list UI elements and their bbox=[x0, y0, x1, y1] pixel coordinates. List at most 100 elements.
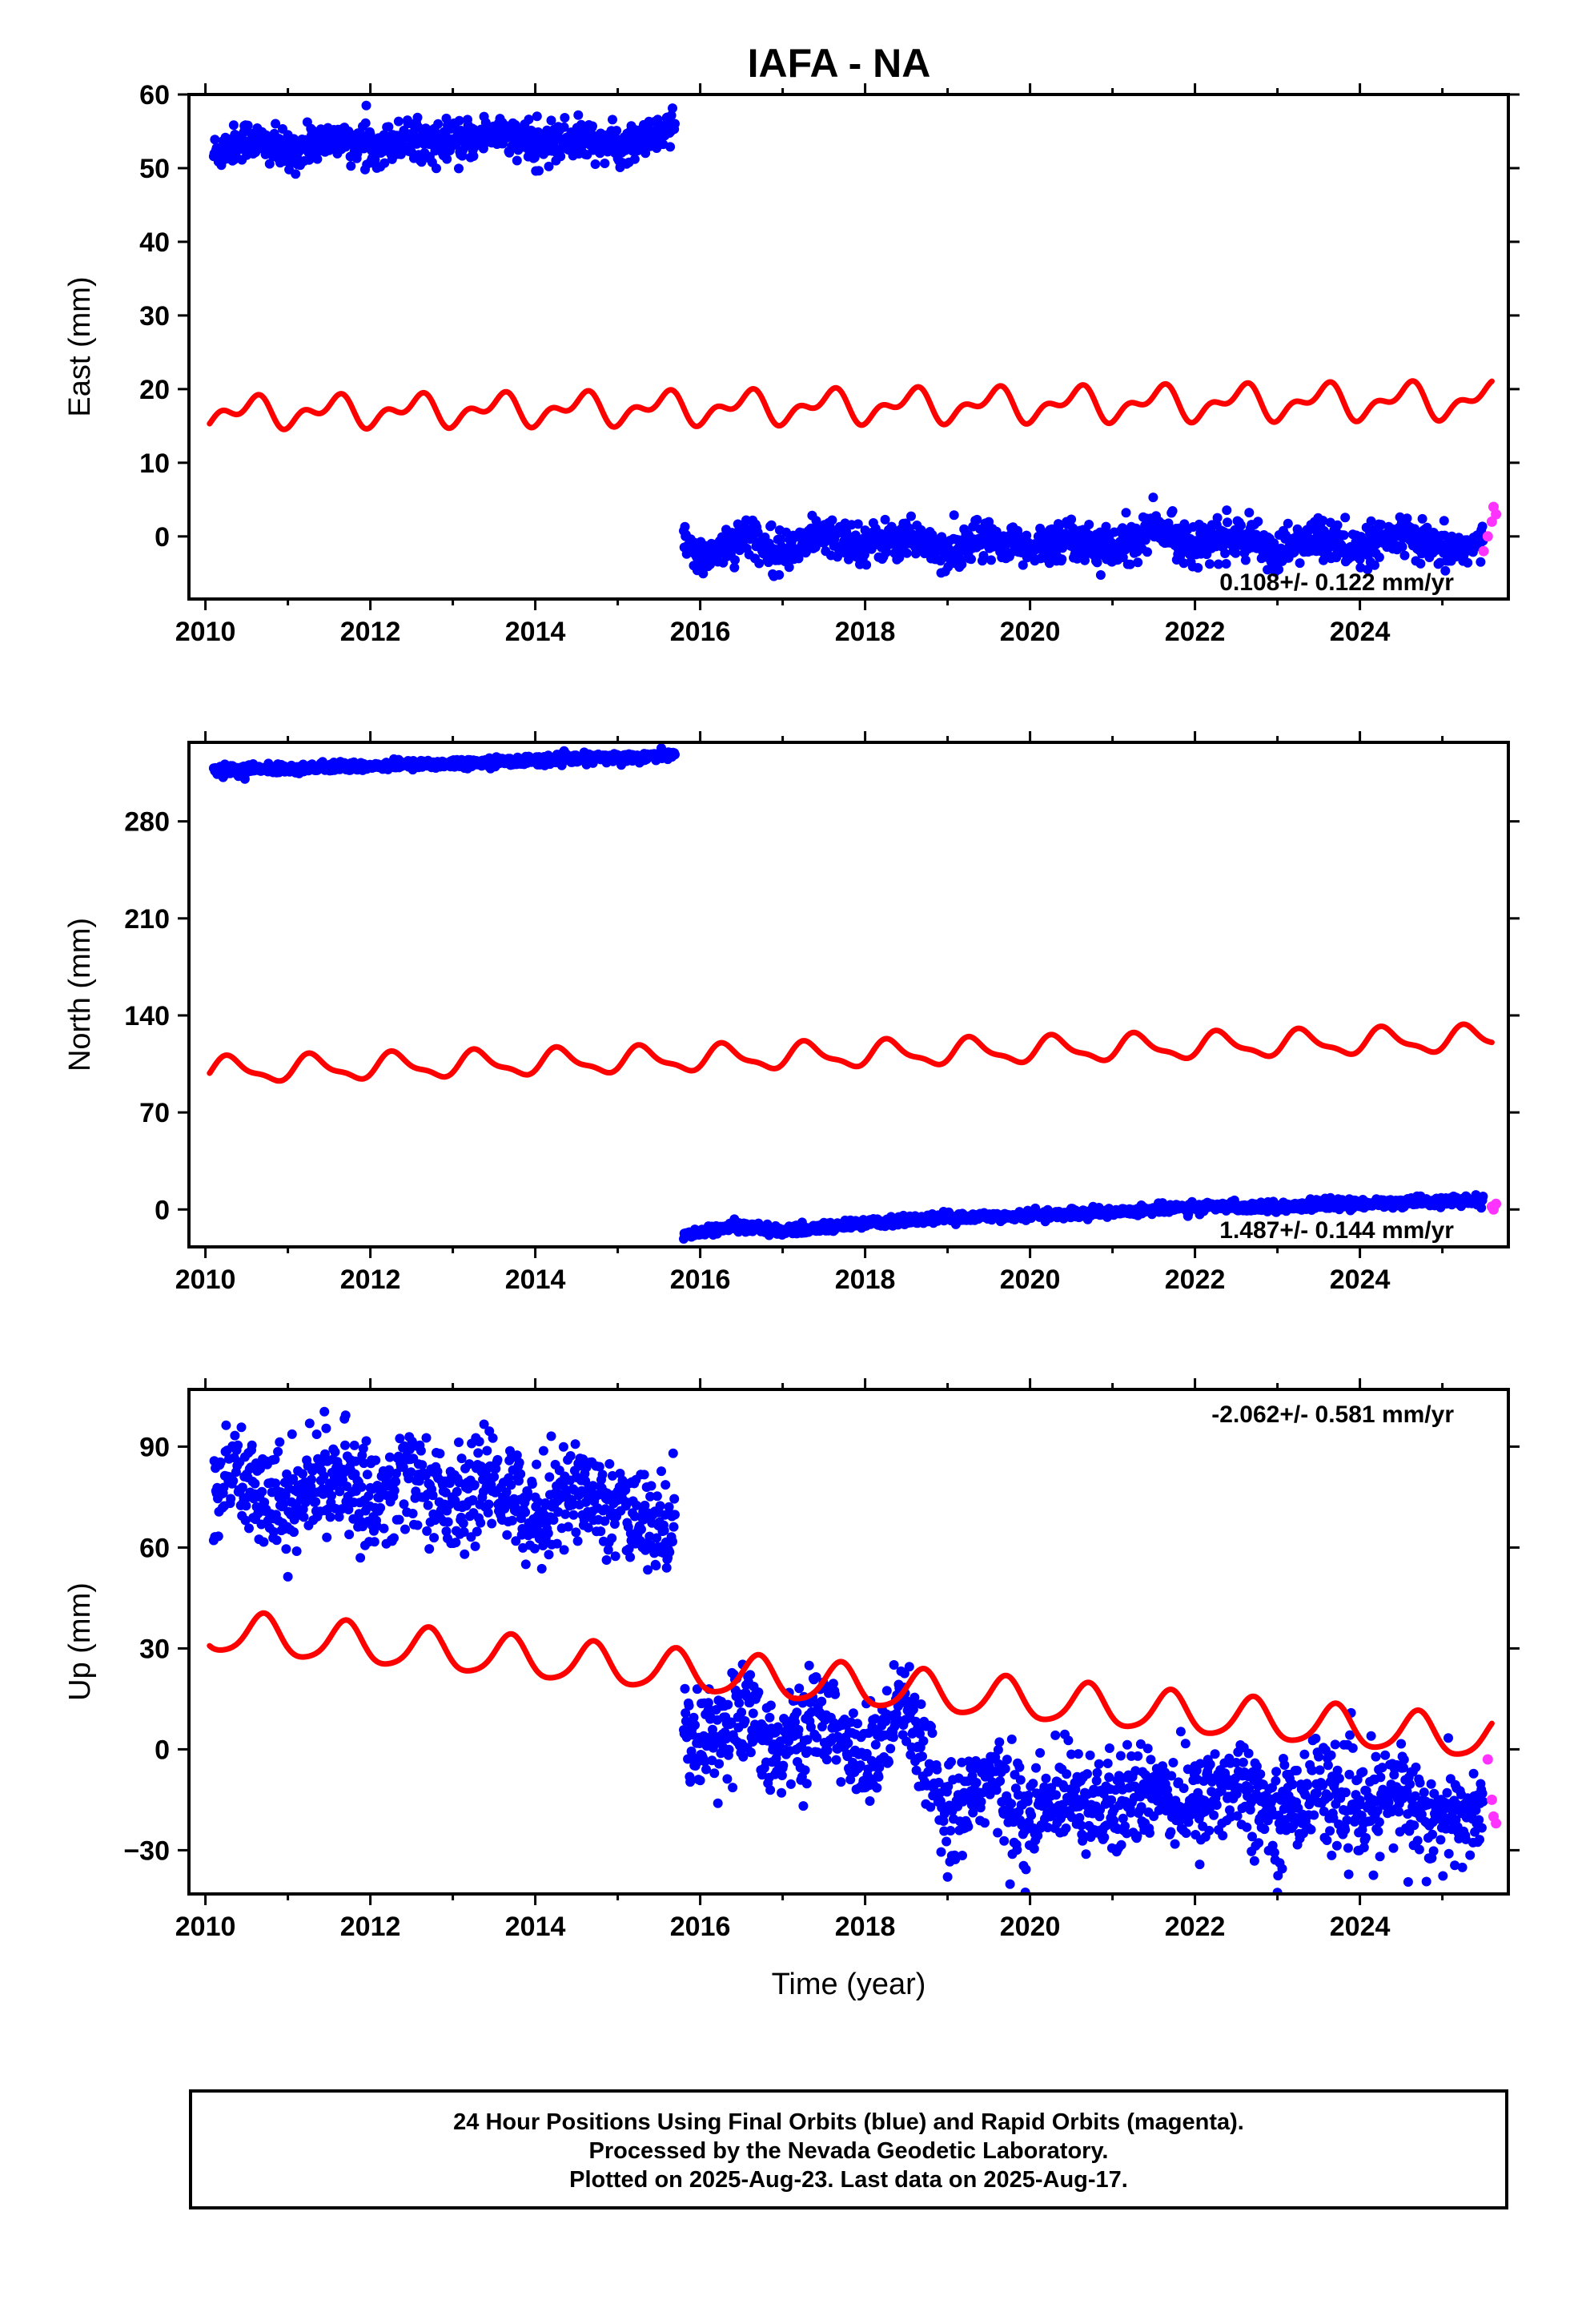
final-point bbox=[1084, 520, 1094, 529]
final-point bbox=[1397, 541, 1407, 552]
final-point bbox=[1463, 557, 1473, 568]
final-point bbox=[299, 1512, 309, 1522]
final-point bbox=[421, 1433, 432, 1443]
final-point bbox=[1054, 521, 1064, 532]
final-point bbox=[428, 1490, 438, 1501]
final-point bbox=[516, 1469, 526, 1479]
final-point bbox=[559, 122, 569, 132]
final-point bbox=[379, 158, 390, 168]
final-point bbox=[1422, 522, 1432, 533]
final-point bbox=[320, 1449, 330, 1459]
final-point bbox=[304, 1418, 315, 1429]
final-point bbox=[972, 514, 982, 525]
final-point bbox=[1092, 557, 1102, 568]
final-point bbox=[287, 1429, 297, 1439]
final-point bbox=[472, 1526, 482, 1537]
y-tick-label: 280 bbox=[124, 807, 170, 838]
rate-label: 0.108+/- 0.122 mm/yr bbox=[1219, 569, 1454, 596]
final-point bbox=[416, 157, 427, 167]
final-point bbox=[257, 1486, 267, 1497]
final-point bbox=[1476, 1203, 1487, 1213]
final-point bbox=[1142, 547, 1152, 557]
final-point bbox=[240, 1515, 251, 1526]
final-point bbox=[330, 1447, 340, 1458]
final-point bbox=[793, 553, 804, 564]
final-point bbox=[389, 1486, 400, 1496]
final-point bbox=[219, 1482, 229, 1493]
final-point bbox=[1376, 520, 1387, 530]
panel-north: 2010 2012 2014 2016 2018 2020 2022 202407014021… bbox=[63, 731, 1520, 1295]
final-point bbox=[502, 1530, 512, 1540]
final-point bbox=[538, 1445, 548, 1456]
final-point bbox=[670, 750, 680, 760]
plot-frame bbox=[187, 741, 1510, 1248]
final-point bbox=[517, 1524, 528, 1534]
final-point bbox=[312, 154, 323, 164]
x-tick-label: 2012 bbox=[340, 1265, 401, 1295]
final-point bbox=[283, 1571, 293, 1582]
final-point bbox=[424, 1544, 435, 1554]
final-point bbox=[360, 118, 371, 128]
final-point bbox=[986, 555, 996, 565]
final-point bbox=[476, 1518, 486, 1528]
final-point bbox=[1318, 516, 1328, 525]
final-point bbox=[966, 554, 976, 565]
final-point bbox=[411, 1486, 421, 1497]
final-point bbox=[325, 1512, 335, 1522]
final-point bbox=[351, 1456, 361, 1466]
final-point bbox=[443, 1517, 453, 1527]
final-point bbox=[237, 1482, 247, 1493]
final-point bbox=[1095, 570, 1106, 580]
final-point bbox=[544, 1472, 555, 1482]
final-point bbox=[228, 120, 239, 131]
final-point bbox=[534, 166, 544, 176]
final-point bbox=[1148, 493, 1158, 503]
final-point bbox=[470, 1541, 480, 1551]
final-point bbox=[1205, 559, 1215, 569]
final-point bbox=[536, 1563, 547, 1574]
rate-label: 1.487+/- 0.144 mm/yr bbox=[1219, 1217, 1454, 1244]
final-point bbox=[412, 112, 423, 123]
final-point bbox=[544, 1550, 554, 1560]
final-point bbox=[753, 527, 763, 537]
final-point bbox=[1439, 516, 1449, 526]
final-point bbox=[408, 1509, 418, 1518]
final-point bbox=[340, 1410, 351, 1421]
final-point bbox=[512, 155, 522, 166]
model-curve bbox=[207, 378, 1495, 432]
final-point bbox=[501, 1487, 512, 1498]
final-point bbox=[469, 1480, 480, 1490]
final-point bbox=[827, 515, 837, 525]
final-point bbox=[371, 1455, 381, 1466]
final-point bbox=[1340, 513, 1351, 523]
final-point bbox=[507, 1515, 517, 1526]
final-point bbox=[1339, 530, 1349, 541]
final-point bbox=[1332, 520, 1343, 530]
final-point bbox=[949, 510, 959, 521]
final-point bbox=[543, 1528, 553, 1538]
rapid-point bbox=[1491, 509, 1502, 520]
final-orbit-series bbox=[208, 743, 1488, 1244]
final-point bbox=[423, 1500, 433, 1510]
y-tick-label: 0 bbox=[155, 522, 170, 553]
figure-title: IAFA - NA bbox=[748, 41, 931, 86]
final-point bbox=[456, 1454, 467, 1464]
final-point bbox=[535, 1527, 545, 1538]
final-point bbox=[640, 148, 651, 159]
x-tick-label: 2022 bbox=[1165, 1265, 1226, 1295]
y-tick-label: 210 bbox=[124, 904, 170, 935]
final-point bbox=[1476, 557, 1486, 567]
final-point bbox=[458, 1518, 468, 1529]
final-point bbox=[540, 134, 551, 144]
final-point bbox=[391, 1477, 401, 1487]
final-point bbox=[652, 115, 663, 125]
final-point bbox=[698, 569, 709, 579]
final-point bbox=[1253, 517, 1263, 527]
final-point bbox=[319, 1471, 329, 1482]
final-point bbox=[356, 1482, 367, 1492]
final-point bbox=[215, 1458, 226, 1467]
final-point bbox=[416, 1445, 426, 1456]
final-point bbox=[520, 1559, 531, 1570]
final-point bbox=[1402, 513, 1412, 524]
